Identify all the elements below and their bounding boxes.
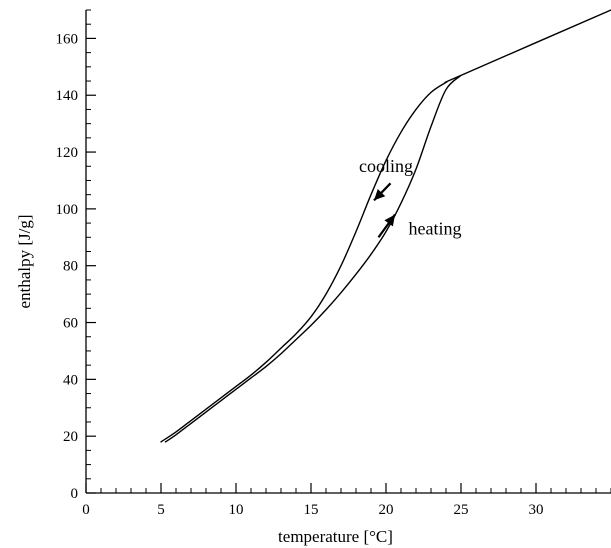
y-tick-label: 80 [63, 259, 78, 275]
x-axis-label: temperature [°C] [278, 527, 393, 546]
x-tick-label: 30 [529, 502, 544, 518]
y-tick-label: 100 [56, 202, 79, 218]
y-axis-label: enthalpy [J/g] [15, 215, 34, 309]
x-tick-label: 5 [157, 502, 165, 518]
series-line-cooling [160, 9, 611, 443]
annotation-heating: heating [409, 218, 462, 238]
axes [85, 10, 611, 494]
y-tick-label: 0 [71, 486, 79, 502]
x-tick-label: 20 [379, 502, 394, 518]
ticks: 0 5 10 15 20 25 30 0 20 40 60 80 100 120 140 160 [56, 9, 611, 518]
y-tick-label: 20 [63, 429, 78, 445]
series-line-heating [164, 74, 462, 443]
series-layer [160, 9, 611, 443]
arrow-head-heating [384, 214, 395, 227]
annotation-cooling: cooling [359, 156, 413, 176]
arrow-layer [373, 182, 396, 238]
x-tick-label: 15 [304, 502, 319, 518]
y-tick-label: 120 [56, 145, 79, 161]
x-tick-label: 0 [82, 502, 90, 518]
y-tick-label: 140 [56, 88, 79, 104]
arrow-head-cooling [374, 188, 386, 201]
y-tick-label: 40 [63, 372, 78, 388]
y-tick-label: 160 [56, 31, 79, 47]
x-tick-label: 10 [229, 502, 244, 518]
x-tick-label: 25 [454, 502, 469, 518]
y-tick-label: 60 [63, 316, 78, 332]
